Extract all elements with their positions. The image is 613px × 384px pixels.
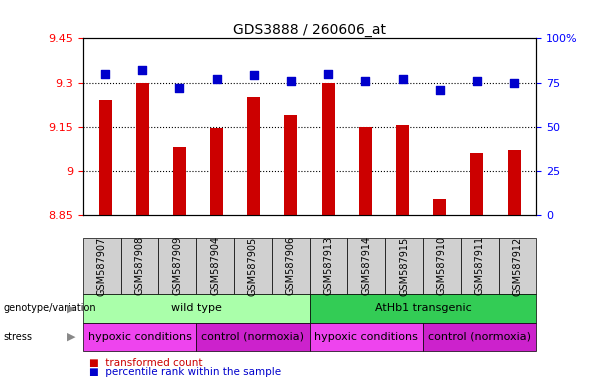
Text: ■  percentile rank within the sample: ■ percentile rank within the sample xyxy=(89,367,281,377)
Text: GSM587911: GSM587911 xyxy=(474,237,485,295)
Text: GSM587914: GSM587914 xyxy=(361,237,371,295)
Text: GSM587906: GSM587906 xyxy=(286,237,295,295)
Text: GSM587915: GSM587915 xyxy=(399,236,409,296)
Bar xyxy=(359,127,372,215)
Bar xyxy=(396,125,409,215)
Text: ■  transformed count: ■ transformed count xyxy=(89,358,202,368)
Point xyxy=(211,76,221,82)
Point xyxy=(360,78,370,84)
Title: GDS3888 / 260606_at: GDS3888 / 260606_at xyxy=(233,23,386,37)
Bar xyxy=(247,97,261,215)
Text: GSM587913: GSM587913 xyxy=(324,237,333,295)
Bar xyxy=(210,128,223,215)
Point xyxy=(286,78,296,84)
Text: GSM587907: GSM587907 xyxy=(97,236,107,296)
Bar xyxy=(173,147,186,215)
Point xyxy=(100,71,110,77)
Point xyxy=(137,67,147,73)
Bar xyxy=(284,115,297,215)
Point xyxy=(472,78,482,84)
Text: wild type: wild type xyxy=(171,303,221,313)
Text: GSM587909: GSM587909 xyxy=(172,237,182,295)
Text: control (normoxia): control (normoxia) xyxy=(428,332,531,342)
Text: GSM587912: GSM587912 xyxy=(512,236,522,296)
Text: GSM587908: GSM587908 xyxy=(134,237,145,295)
Text: GSM587904: GSM587904 xyxy=(210,237,220,295)
Text: control (normoxia): control (normoxia) xyxy=(201,332,305,342)
Text: hypoxic conditions: hypoxic conditions xyxy=(314,332,418,342)
Text: ▶: ▶ xyxy=(67,332,75,342)
Text: genotype/variation: genotype/variation xyxy=(3,303,96,313)
Bar xyxy=(99,100,112,215)
Text: AtHb1 transgenic: AtHb1 transgenic xyxy=(375,303,471,313)
Bar xyxy=(508,150,520,215)
Bar xyxy=(470,153,484,215)
Point xyxy=(398,76,408,82)
Text: GSM587905: GSM587905 xyxy=(248,236,258,296)
Bar xyxy=(322,83,335,215)
Text: GSM587910: GSM587910 xyxy=(437,237,447,295)
Point xyxy=(175,85,185,91)
Point xyxy=(249,73,259,79)
Point xyxy=(509,79,519,86)
Bar xyxy=(433,199,446,215)
Text: ▶: ▶ xyxy=(67,303,75,313)
Text: hypoxic conditions: hypoxic conditions xyxy=(88,332,191,342)
Point xyxy=(435,86,444,93)
Text: stress: stress xyxy=(3,332,32,342)
Bar xyxy=(135,83,149,215)
Point xyxy=(323,71,333,77)
